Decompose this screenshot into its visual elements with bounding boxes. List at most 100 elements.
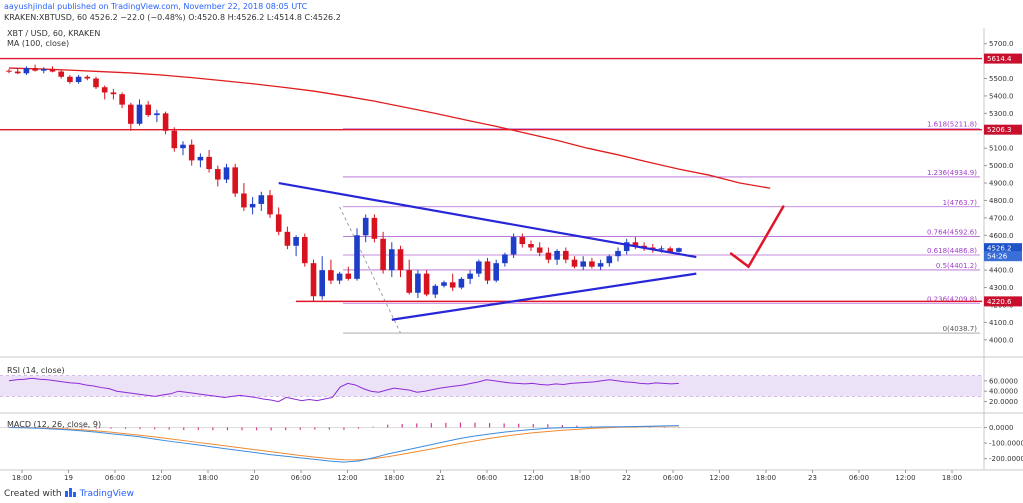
bearish-candle [449,282,456,288]
macd-histogram-bar [241,427,243,431]
macd-histogram-bar [226,427,229,431]
bullish-candle [502,254,508,264]
bearish-candle [232,167,238,194]
bullish-candle [41,68,47,71]
level-price-tag [984,53,1022,64]
time-tick-label: 22 [622,474,631,482]
macd-histogram-bar [459,422,462,428]
rsi-tick-label: 40.0000 [989,388,1018,396]
bearish-candle [484,261,491,281]
bearish-candle [241,193,247,208]
time-tick-label: 12:00 [337,474,357,482]
fib-level-label: 0(4038.7) [943,325,978,333]
macd-histogram-bar [663,427,665,428]
macd-histogram-bar [110,427,112,429]
macd-histogram-bar [212,427,214,431]
bearish-candle [519,237,526,244]
level-price-tag [984,124,1022,135]
macd-histogram-bar [503,423,505,428]
bullish-candle [293,237,299,246]
bearish-candle [145,104,151,116]
bullish-candle [493,263,499,281]
macd-histogram-bar [299,427,301,430]
fib-level-label: 0.764(4592.6) [927,229,977,237]
macd-histogram-bar [139,427,141,430]
bullish-candle [606,256,613,264]
bearish-candle [380,238,386,271]
macd-histogram-bar [416,423,418,428]
macd-histogram-bar [547,424,549,428]
tradingview-brand[interactable]: TradingView [79,489,134,499]
bullish-candle [319,270,325,297]
fib-level-label: 0.618(4486.8) [927,247,977,255]
bullish-candle [458,278,465,288]
ohlc-line: KRAKEN:XBTUSD, 60 4526.2 −22.0 (−0.48%) … [4,13,341,22]
bullish-candle [476,261,482,274]
macd-histogram-bar [357,427,360,429]
bearish-candle [563,250,569,260]
price-tick-label: 4000.0 [989,336,1014,344]
macd-histogram-bar [328,427,330,430]
time-tick-label: 18:00 [756,474,776,482]
bearish-candle [545,252,552,260]
macd-histogram-bar [81,427,83,429]
bullish-candle [580,261,586,267]
bearish-candle [302,237,308,264]
time-tick-label: 12:00 [151,474,171,482]
bullish-candle [389,249,395,271]
footer: Created with TradingView [4,488,134,500]
fib-level-label: 1.618(5211.8) [927,121,977,129]
bearish-candle [536,247,543,253]
bearish-candle [589,261,595,267]
author-link[interactable]: aayushjindal published on TradingView.co… [4,2,308,11]
bearish-candle [423,273,430,295]
bearish-candle [6,70,12,72]
fib-level-label: 1.236(4934.9) [927,169,977,177]
bearish-candle [206,156,212,170]
time-tick-label: 12:00 [895,474,915,482]
time-tick-label: 23 [808,474,817,482]
macd-histogram-bar [445,422,447,428]
bearish-candle [84,76,91,79]
macd-tick-label: 0.0000 [989,424,1014,432]
macd-histogram-bar [197,427,199,430]
symbol-legend: XBT / USD, 60, KRAKEN [7,29,101,38]
macd-histogram-bar [314,427,316,430]
price-tick-label: 5700.0 [989,40,1014,48]
price-tick-label: 4400.0 [989,267,1014,275]
macd-tick-label: -200.0000 [989,455,1023,463]
time-tick-label: 18:00 [384,474,404,482]
bullish-candle [415,273,421,293]
fib-level-label: 0.236(4209.8) [927,295,977,303]
bearish-candle [328,270,334,281]
bullish-candle [676,248,682,252]
macd-histogram-bar [576,425,578,428]
macd-line [8,425,679,463]
macd-histogram-bar [634,427,636,428]
rsi-line [8,377,679,403]
current-price-tag [984,251,1022,262]
bearish-candle [49,68,56,72]
bullish-candle [249,203,256,208]
bearish-candle [171,130,178,149]
ma-100-line [8,67,771,189]
macd-histogram-bar [387,424,389,428]
macd-tick-label: -100.0000 [989,440,1023,448]
macd-histogram-bar [168,427,170,430]
macd-histogram-bar [372,426,374,428]
bullish-candle [554,250,560,260]
macd-histogram-bar [124,427,127,429]
bullish-candle [362,217,369,236]
bearish-candle [571,259,578,267]
time-tick-label: 18:00 [570,474,590,482]
macd-signal-line [8,425,679,461]
bearish-candle [641,245,647,248]
bearish-candle [110,92,117,95]
bearish-candle [58,71,64,77]
bullish-candle [597,263,604,267]
time-tick-label: 12:00 [709,474,729,482]
time-tick-label: 19 [64,474,73,482]
bearish-candle [275,214,282,232]
